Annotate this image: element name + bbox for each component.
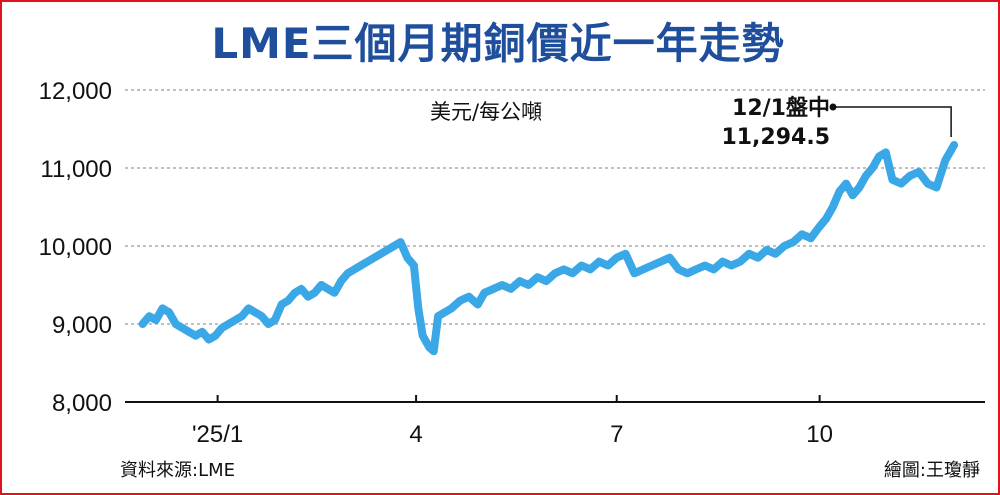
annotation-text: 12/1盤中 11,294.5 — [720, 94, 830, 152]
credit-note: 繪圖:王瓊靜 — [883, 460, 980, 481]
x-tick-label: 4 — [409, 421, 422, 448]
y-tick-label: 11,000 — [40, 156, 112, 183]
series-group — [138, 141, 959, 356]
y-axis-ticks: 8,000 9,000 10,000 11,000 12,000 — [39, 78, 112, 417]
annotation-label: 12/1盤中 — [732, 96, 830, 121]
annotation-leader — [829, 103, 952, 138]
source-note: 資料來源:LME — [120, 460, 235, 481]
y-tick-label: 9,000 — [52, 312, 112, 339]
series-line — [138, 141, 959, 356]
unit-label: 美元/每公噸 — [430, 100, 543, 124]
x-tick-label: '25/1 — [192, 421, 243, 448]
x-tick-label: 10 — [806, 421, 833, 448]
x-tick-label: 7 — [610, 421, 623, 448]
annotation-value: 11,294.5 — [721, 125, 830, 150]
y-tick-label: 8,000 — [52, 390, 112, 417]
x-axis-ticks: '25/1 4 7 10 — [192, 395, 833, 448]
annotation-dot — [829, 103, 837, 111]
y-tick-label: 10,000 — [39, 234, 112, 261]
annotation-leader-line — [833, 106, 952, 138]
grid-lines — [125, 89, 985, 325]
y-tick-label: 12,000 — [39, 78, 112, 105]
chart-title: LME三個月期銅價近一年走勢 — [211, 19, 785, 68]
